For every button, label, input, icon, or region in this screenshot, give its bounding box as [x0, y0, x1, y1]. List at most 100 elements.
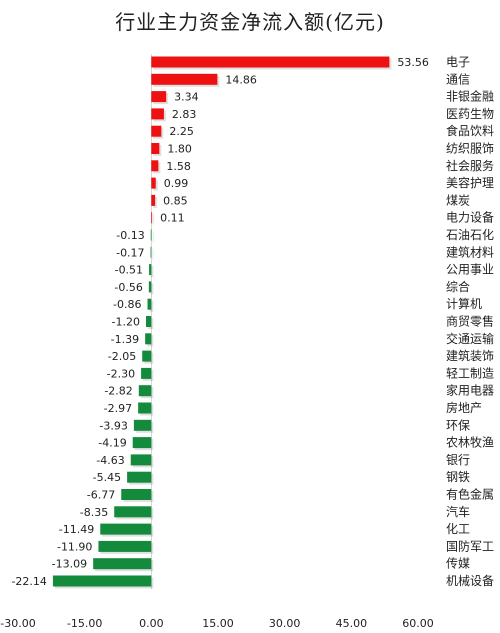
category-label: 轻工制造: [446, 366, 494, 380]
bar: [147, 298, 152, 310]
x-tick-label: 0.00: [139, 617, 164, 630]
value-label: -8.35: [80, 506, 108, 519]
bar: [142, 350, 152, 362]
category-label: 化工: [446, 522, 470, 536]
bar: [148, 281, 152, 293]
bar-shadow: [152, 248, 154, 260]
bar: [151, 73, 218, 85]
bar: [98, 540, 152, 552]
value-label: 1.80: [167, 143, 192, 156]
category-label: 交通运输: [446, 331, 494, 346]
category-label: 房地产: [446, 400, 482, 415]
value-label: -11.49: [59, 523, 94, 536]
category-label: 石油石化: [446, 228, 494, 242]
category-label: 电子: [446, 55, 470, 69]
value-label: 53.56: [397, 56, 429, 69]
category-label: 美容护理: [446, 175, 494, 190]
value-label: -3.93: [99, 419, 127, 432]
x-tick-label: 30.00: [269, 617, 301, 630]
bar: [150, 229, 152, 241]
bar: [138, 402, 152, 414]
bar: [151, 212, 153, 224]
bar-shadow: [152, 231, 154, 243]
category-label: 有色金属: [446, 487, 494, 502]
value-label: -2.30: [107, 367, 135, 380]
category-label: 环保: [446, 418, 470, 432]
bar: [150, 246, 152, 258]
category-label: 非银金融: [446, 89, 494, 104]
value-label: -5.45: [93, 471, 121, 484]
value-label: -0.51: [115, 264, 143, 277]
value-label: -4.19: [98, 437, 126, 450]
value-label: 1.58: [166, 160, 191, 173]
x-tick-label: -15.00: [67, 617, 102, 630]
category-label: 通信: [446, 72, 470, 86]
bar: [149, 264, 152, 276]
chart-title: 行业主力资金净流入额(亿元): [115, 10, 385, 34]
category-label: 社会服务: [446, 158, 494, 173]
bar: [151, 56, 390, 68]
category-label: 煤炭: [446, 193, 470, 207]
category-label: 公用事业: [446, 263, 494, 277]
value-label: -2.05: [108, 350, 136, 363]
value-label: -2.97: [104, 402, 132, 415]
bar-shadow: [150, 283, 154, 295]
bar: [151, 91, 167, 103]
category-label: 农林牧渔: [446, 436, 494, 450]
bar: [151, 160, 159, 172]
bar: [132, 437, 152, 449]
value-label: -1.20: [112, 316, 140, 329]
value-label: -0.56: [114, 281, 142, 294]
value-label: -22.14: [11, 575, 46, 588]
bar: [151, 177, 156, 189]
bar: [151, 143, 160, 154]
x-tick-label: -30.00: [0, 617, 35, 630]
category-label: 医药生物: [446, 107, 494, 121]
value-label: -0.13: [116, 229, 144, 242]
bar: [145, 333, 152, 345]
value-label: 0.99: [164, 177, 189, 190]
category-label: 国防军工: [446, 538, 494, 553]
category-label: 钢铁: [446, 470, 470, 484]
bar: [127, 471, 152, 483]
category-label: 综合: [446, 279, 470, 294]
category-label: 建筑装饰: [446, 348, 494, 363]
bar: [151, 125, 162, 137]
value-label: 2.83: [172, 108, 197, 121]
bar: [100, 523, 152, 535]
bar: [141, 367, 152, 379]
bar-shadow: [151, 266, 154, 278]
category-label: 食品饮料: [446, 123, 494, 138]
category-label: 汽车: [446, 504, 470, 519]
bar-shadow: [153, 214, 155, 226]
value-label: -13.09: [52, 558, 87, 571]
value-label: -1.39: [111, 333, 139, 346]
category-label: 机械设备: [446, 573, 494, 588]
bar: [114, 506, 152, 518]
category-label: 商贸零售: [446, 314, 494, 329]
bar: [151, 108, 164, 120]
bar: [146, 316, 152, 327]
value-label: -0.86: [113, 298, 141, 311]
category-label: 电力设备: [446, 211, 494, 225]
bar-shadow: [153, 196, 158, 208]
value-label: 3.34: [174, 91, 199, 104]
category-label: 银行: [446, 453, 470, 467]
category-label: 建筑材料: [446, 244, 494, 259]
x-tick-label: 45.00: [336, 617, 368, 630]
category-label: 纺织服饰: [446, 142, 494, 156]
value-label: 0.85: [163, 194, 188, 207]
bar: [52, 575, 152, 587]
category-label: 家用电器: [446, 383, 494, 398]
value-label: 14.86: [225, 73, 257, 86]
value-label: -6.77: [87, 489, 115, 502]
category-label: 计算机: [446, 296, 482, 311]
bar: [130, 454, 152, 466]
bar: [133, 419, 152, 431]
value-label: -4.63: [96, 454, 124, 467]
value-label: -11.90: [57, 540, 92, 553]
bar: [138, 385, 152, 397]
x-tick-label: 60.00: [402, 617, 434, 630]
value-label: 0.11: [160, 212, 185, 225]
